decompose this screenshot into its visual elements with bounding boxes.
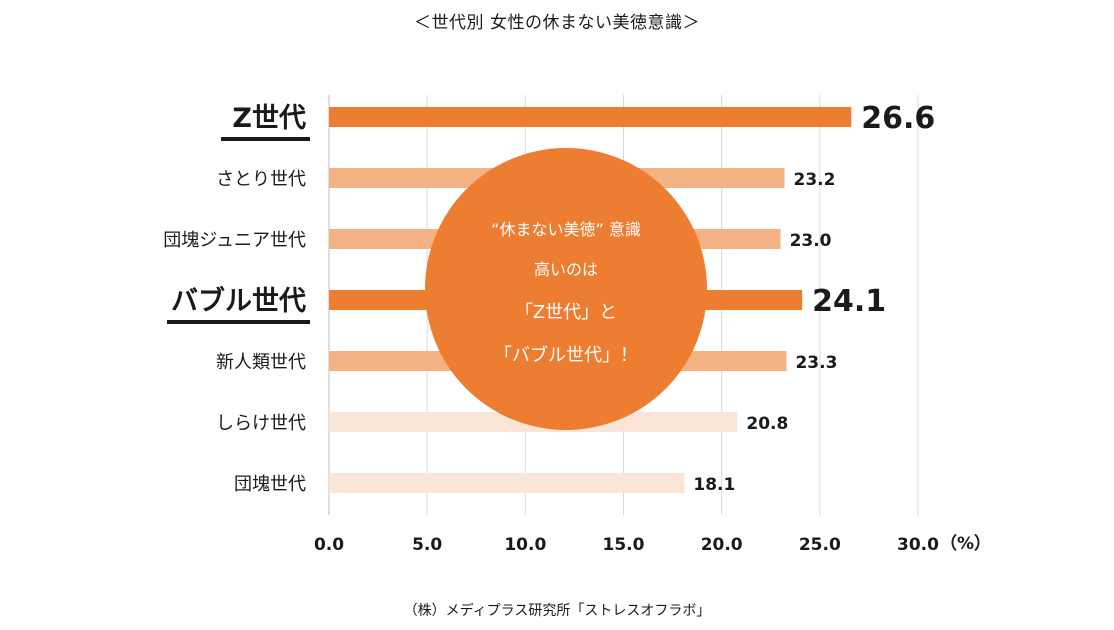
category-label: 団塊世代	[234, 474, 306, 495]
callout-text-line: 「バブル世代」！	[494, 344, 638, 366]
bar	[329, 107, 852, 127]
value-label: 23.2	[793, 170, 835, 190]
x-axis-ticks: 0.0 5.0 10.0 15.0 20.0 25.0 30.0	[314, 535, 939, 555]
source-credit: （株）メディプラス研究所「ストレスオフラボ」	[403, 603, 711, 619]
callout-text-line: 高いのは	[534, 260, 598, 279]
category-label: さとり世代	[216, 169, 306, 190]
callout-text-line: “休まない美徳” 意識	[491, 220, 641, 239]
category-label: Z世代	[232, 103, 306, 134]
x-tick-label: 30.0	[897, 535, 939, 555]
x-tick-label: 5.0	[412, 535, 442, 555]
x-tick-label: 25.0	[799, 535, 841, 555]
x-tick-label: 20.0	[701, 535, 743, 555]
callout-text-line: 「Z世代」と	[515, 302, 617, 323]
value-label: 18.1	[693, 475, 735, 495]
value-labels: 26.6 23.2 23.0 24.1 23.3 20.8 18.1	[693, 101, 935, 495]
value-label: 23.0	[790, 231, 832, 251]
x-axis-unit: （%）	[940, 534, 992, 554]
value-label: 26.6	[861, 101, 935, 136]
category-label: バブル世代	[171, 285, 306, 317]
x-tick-label: 15.0	[603, 535, 645, 555]
category-label: 団塊ジュニア世代	[163, 230, 306, 251]
value-label: 24.1	[812, 284, 886, 319]
x-tick-label: 0.0	[314, 535, 344, 555]
value-label: 23.3	[795, 353, 837, 373]
value-label: 20.8	[746, 414, 788, 434]
chart-title: ＜世代別 女性の休まない美徳意識＞	[414, 13, 700, 33]
callout-circle	[425, 148, 707, 430]
category-label: 新人類世代	[216, 352, 306, 373]
x-tick-label: 10.0	[504, 535, 546, 555]
bar	[329, 473, 685, 493]
category-label: しらけ世代	[216, 413, 306, 434]
